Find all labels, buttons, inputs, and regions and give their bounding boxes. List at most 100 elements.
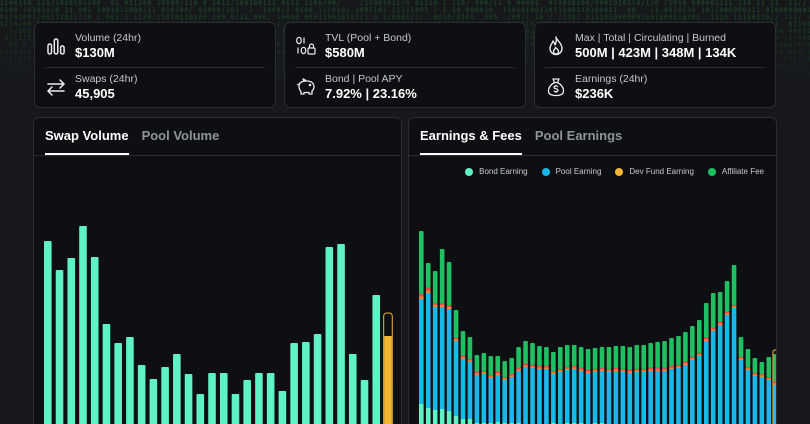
fee-bar — [676, 366, 681, 368]
legend-item-bond[interactable]: Bond Earning — [465, 167, 528, 176]
fee-bar — [759, 375, 765, 377]
affiliate-fee-bar — [662, 341, 667, 368]
swap-arrows-icon — [45, 76, 67, 98]
fee-bar — [551, 371, 556, 373]
affiliate-fee-bar — [460, 331, 466, 356]
pool-earning-bar — [731, 308, 737, 424]
fee-bar — [537, 367, 542, 369]
affiliate-fee-bar — [634, 345, 640, 369]
money-bag-icon — [545, 76, 567, 98]
fee-bar — [419, 294, 424, 297]
earnings-fees-chart — [419, 231, 776, 424]
fee-bar — [530, 366, 535, 368]
pool-earning-bar — [669, 369, 674, 424]
affiliate-fee-bar — [724, 281, 730, 312]
fee-bar — [752, 374, 758, 376]
legend-label: Dev Fund Earning — [629, 167, 694, 176]
stat-label: Swaps (24hr) — [75, 72, 138, 85]
pool-earning-bar — [683, 365, 688, 424]
fee-bar — [655, 369, 660, 371]
fee-bar — [724, 313, 730, 315]
fee-bar — [599, 369, 605, 371]
fee-bar — [467, 359, 473, 361]
fee-bar — [724, 312, 730, 314]
stat-value: $130M — [75, 45, 115, 60]
pool-earning-bar — [571, 369, 577, 423]
bond-earning-bar — [439, 409, 445, 424]
affiliate-fee-bar — [641, 345, 646, 369]
fee-bar — [620, 370, 626, 372]
fee-bar — [551, 372, 556, 374]
volume-bar — [161, 367, 169, 424]
pool-earning-bar — [717, 325, 723, 424]
volume-bar — [266, 373, 275, 424]
tab-pool-volume[interactable]: Pool Volume — [141, 128, 220, 143]
volume-bar — [372, 295, 381, 424]
fee-bar — [690, 357, 695, 359]
pool-earning-bar — [537, 369, 542, 424]
stat-card-supply: Max | Total | Circulating | Burned 500M … — [534, 22, 776, 108]
fee-bar — [509, 374, 514, 376]
pool-earning-bar — [488, 378, 494, 423]
fee-bar — [766, 377, 772, 379]
bond-earning-bar — [453, 416, 459, 424]
fee-bar — [703, 338, 709, 340]
pool-earning-bar — [634, 372, 640, 424]
volume-bar — [173, 354, 181, 424]
swap-volume-chart — [44, 226, 393, 424]
stat-supply: Max | Total | Circulating | Burned 500M … — [545, 27, 765, 65]
fee-bar — [634, 370, 640, 372]
fee-bar — [488, 376, 494, 378]
affiliate-fee-bar — [509, 358, 514, 374]
fee-bar — [599, 368, 605, 370]
stat-value: 45,905 — [75, 85, 115, 101]
fee-bar — [683, 362, 688, 364]
volume-bar — [302, 342, 310, 424]
stat-card-tvl: TVL (Pool + Bond) $580M Bond | Pool APY … — [284, 22, 526, 108]
tab-swap-volume[interactable]: Swap Volume — [45, 118, 129, 155]
stat-value: $580M — [325, 45, 365, 60]
fee-bar — [481, 372, 487, 374]
affiliate-fee-bar — [683, 332, 688, 362]
fee-bar — [669, 367, 674, 369]
affiliate-fee-bar — [474, 355, 480, 372]
affiliate-fee-bar — [655, 342, 660, 368]
fee-bar — [606, 369, 612, 371]
tab-pool-earnings[interactable]: Pool Earnings — [534, 128, 623, 143]
legend-item-dev-fund[interactable]: Dev Fund Earning — [615, 167, 694, 176]
affiliate-fee-bar — [530, 343, 535, 365]
fee-bar — [419, 296, 424, 299]
stat-label: Earnings (24hr) — [575, 72, 648, 85]
fee-bar — [544, 366, 549, 368]
pool-earning-bar — [578, 371, 584, 423]
legend-item-pool[interactable]: Pool Earning — [541, 167, 602, 176]
stat-value: $236K — [575, 85, 614, 101]
tab-earnings-fees[interactable]: Earnings & Fees — [420, 118, 522, 155]
affiliate-fee-bar — [613, 346, 619, 368]
legend-label: Pool Earning — [555, 167, 602, 176]
bar-outline — [383, 312, 393, 424]
divider — [34, 155, 401, 156]
fee-bar — [662, 368, 667, 370]
fee-bar — [516, 369, 521, 371]
pool-earning-bar — [558, 372, 563, 424]
volume-bar — [325, 247, 334, 424]
stat-value: 7.92% | 23.16% — [325, 85, 417, 101]
affiliate-fee-bar — [467, 337, 473, 359]
stat-earnings: Earnings (24hr) $236K — [545, 67, 765, 105]
fee-bar — [585, 371, 591, 373]
pool-earning-bar — [502, 380, 507, 423]
volume-bar — [102, 324, 111, 424]
fee-bar — [641, 370, 646, 372]
pool-earning-bar — [641, 372, 646, 424]
fee-bar — [752, 373, 758, 375]
pool-earning-bar — [738, 360, 744, 424]
fee-bar — [655, 368, 660, 370]
pool-earning-bar — [551, 374, 556, 423]
affiliate-fee-bar — [620, 346, 626, 369]
legend-item-affiliate[interactable]: Affiliate Fee — [707, 167, 764, 176]
pool-earning-bar — [766, 380, 772, 424]
fee-bar — [620, 369, 626, 371]
fee-bar — [578, 369, 584, 371]
pool-earning-bar — [530, 368, 535, 424]
